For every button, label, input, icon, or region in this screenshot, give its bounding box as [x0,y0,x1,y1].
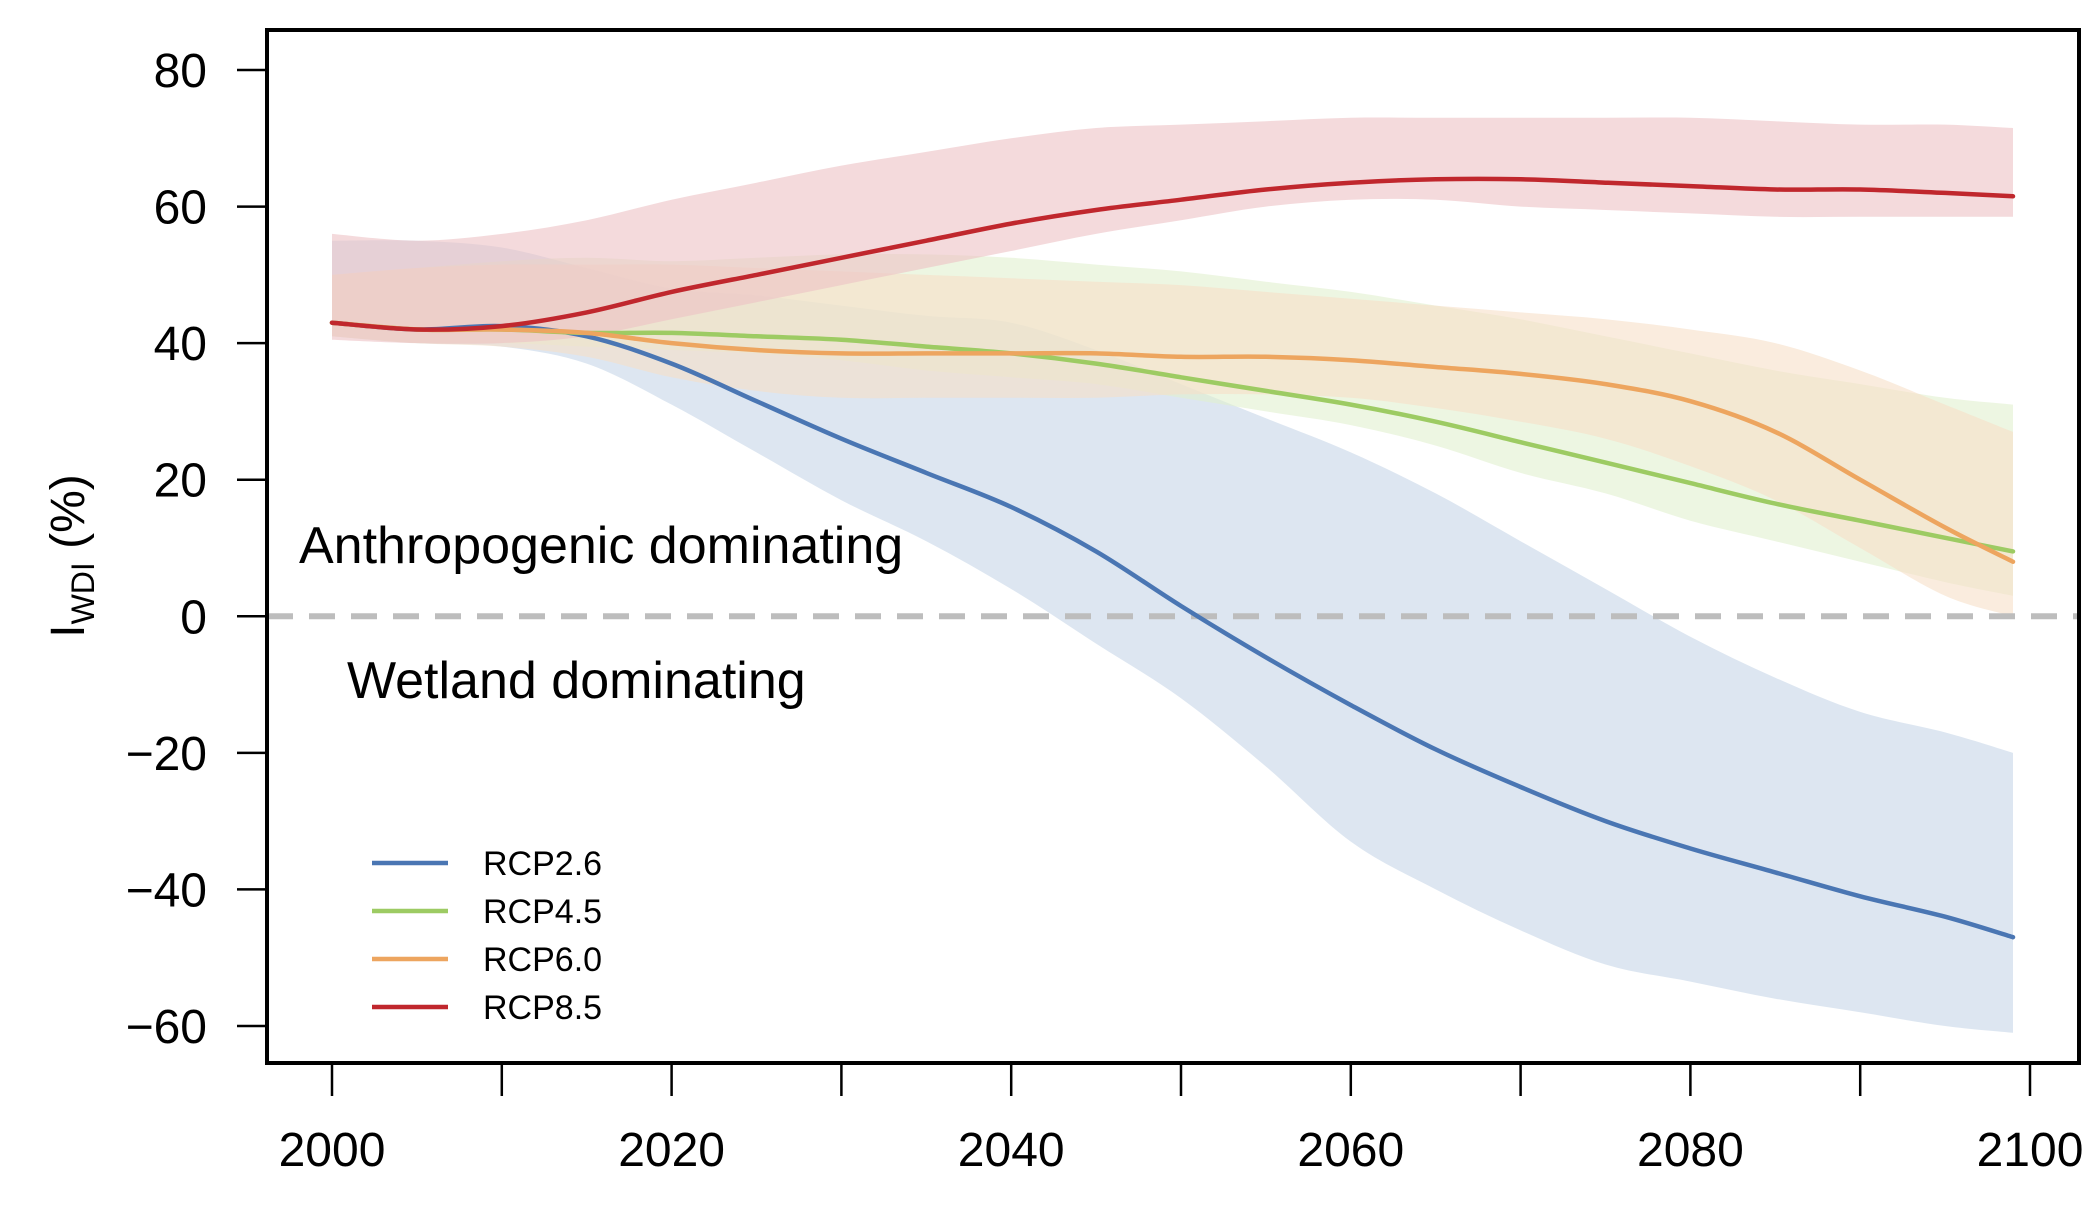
y-tick-label: 20 [154,455,207,508]
legend: RCP2.6 RCP4.5 RCP6.0 RCP8.5 [372,845,602,1027]
x-tick-label: 2040 [958,1124,1065,1177]
annotation-anthropogenic: Anthropogenic dominating [299,517,903,575]
x-tick-label: 2060 [1297,1124,1404,1177]
band-rcp2-6 [332,240,2013,1033]
y-tick-label: 0 [180,591,207,644]
series-line-rcp2-6 [329,320,2016,940]
series-line-rcp4-5 [329,320,2016,554]
band-rcp6-0 [332,264,2013,617]
series-line-rcp8-5 [329,176,2016,332]
legend-label-rcp6-0: RCP6.0 [483,941,602,979]
y-axis-label-suffix: (%) [42,474,95,562]
x-tick-label: 2100 [1977,1124,2084,1177]
plot-frame [265,28,2081,1065]
y-tick-label: −40 [126,864,207,917]
y-tick-label: 40 [154,318,207,371]
y-axis-label-main: I [42,624,95,637]
y-tick-label: −20 [126,728,207,781]
legend-label-rcp8-5: RCP8.5 [483,989,602,1027]
y-tick-label: 60 [154,182,207,235]
y-axis: −60 −40 −20 0 20 40 60 80 [126,45,267,1054]
series-line-rcp6-0 [329,320,2016,564]
y-axis-label: IWDI (%) [42,474,101,638]
annotation-wetland: Wetland dominating [347,652,806,710]
uncertainty-bands [332,117,2013,1033]
legend-label-rcp2-6: RCP2.6 [483,845,602,883]
x-tick-label: 2000 [279,1124,386,1177]
series-lines [329,176,2016,940]
x-axis: 2000 2020 2040 2060 2080 2100 [279,1063,2084,1177]
legend-label-rcp4-5: RCP4.5 [483,893,602,931]
y-tick-label: −60 [126,1001,207,1054]
band-rcp8-5 [332,117,2013,344]
x-tick-label: 2080 [1637,1124,1744,1177]
x-tick-label: 2020 [618,1124,725,1177]
y-axis-label-subscript: WDI [65,562,101,624]
y-tick-label: 80 [154,45,207,98]
